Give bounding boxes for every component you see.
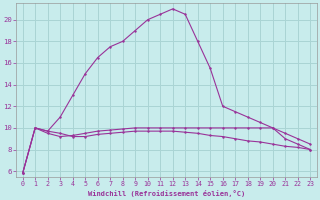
X-axis label: Windchill (Refroidissement éolien,°C): Windchill (Refroidissement éolien,°C) [88,190,245,197]
